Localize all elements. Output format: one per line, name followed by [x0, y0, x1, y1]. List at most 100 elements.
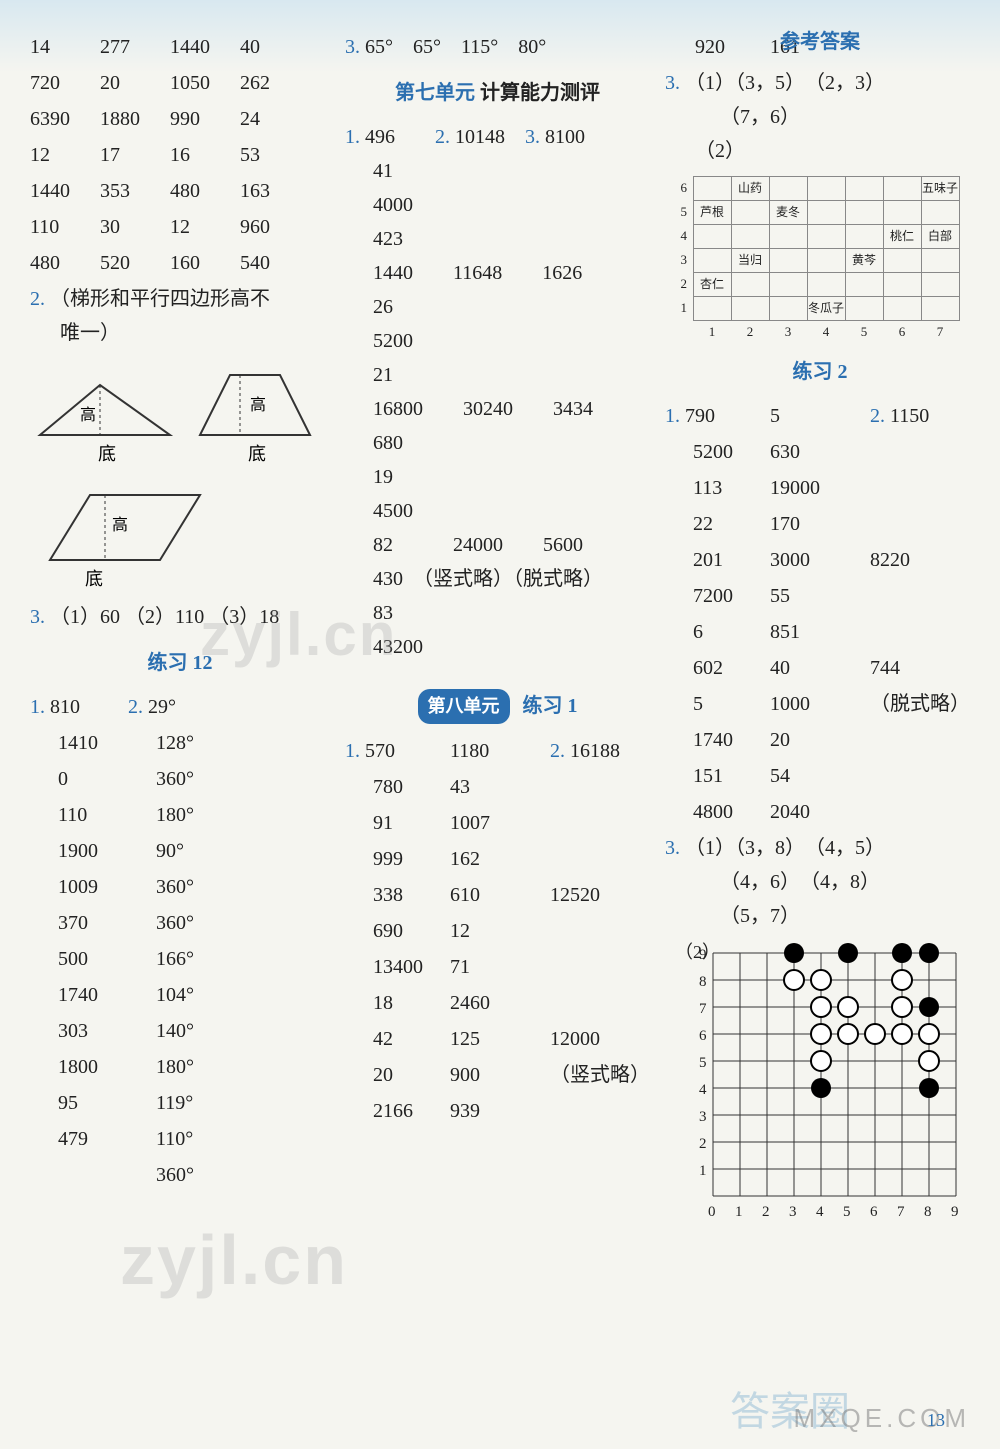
- cell: [870, 579, 970, 613]
- cell: 54: [770, 759, 870, 793]
- cell: 360°: [128, 906, 218, 940]
- cell: 990: [170, 102, 240, 136]
- herb-cell: [921, 273, 959, 297]
- herb-cell: 麦冬: [769, 201, 807, 225]
- cell: 170: [770, 507, 870, 541]
- cell: （竖式略）: [550, 1058, 650, 1092]
- lx12-row: 479110°: [30, 1122, 330, 1156]
- q3b-l3: （5，7）: [665, 899, 975, 933]
- q2-line2: 唯一）: [30, 316, 330, 350]
- cell: 125: [450, 1022, 550, 1056]
- herb-cell: [693, 177, 731, 201]
- cell: 42: [345, 1022, 450, 1056]
- herb-cell: [769, 273, 807, 297]
- column-2: 3. 65° 65° 115° 80° 第七单元 计算能力测评 1. 496 2…: [345, 30, 650, 1239]
- svg-text:高: 高: [112, 516, 128, 534]
- cell: 602: [665, 651, 770, 685]
- grid-row: 12171653: [30, 138, 330, 172]
- q3-coords-l1: 3. （1）（3，5） （2，3）: [665, 66, 975, 100]
- lx2-row: 1. 79052. 1150: [665, 399, 975, 433]
- herb-cell: [883, 201, 921, 225]
- cell: 6: [665, 615, 770, 649]
- svg-text:2: 2: [762, 1204, 770, 1220]
- herb-cell: [807, 249, 845, 273]
- cell: [550, 842, 650, 876]
- lx12-row: 303140°: [30, 1014, 330, 1048]
- cell: 55: [770, 579, 870, 613]
- u7-line: 423: [345, 222, 650, 256]
- cell: 19000: [770, 471, 870, 505]
- unit8-rows: 1. 57011802. 161887804391100799916233861…: [345, 734, 650, 1128]
- cell: 370: [30, 906, 120, 940]
- herb-cell: [731, 201, 769, 225]
- herb-cell: 桃仁: [883, 225, 921, 249]
- svg-text:5: 5: [699, 1055, 707, 1071]
- u7-line: 1440 11648 1626: [345, 256, 650, 290]
- cell: 71: [450, 950, 550, 984]
- lx12-row: 370360°: [30, 906, 330, 940]
- herb-cell: [845, 273, 883, 297]
- lx2-row: 20130008220: [665, 543, 975, 577]
- cell: 5: [770, 399, 870, 433]
- cell: [870, 795, 970, 829]
- svg-text:9: 9: [699, 947, 707, 963]
- u7-line: 430 （竖式略）（脱式略）: [345, 562, 650, 596]
- cell: 166°: [128, 942, 218, 976]
- u7-line: 4500: [345, 494, 650, 528]
- herb-cell: [807, 225, 845, 249]
- cell: [550, 1094, 650, 1128]
- cell: 201: [665, 543, 770, 577]
- cell: 1900: [30, 834, 120, 868]
- cell: 180°: [128, 1050, 218, 1084]
- herb-cell: [731, 225, 769, 249]
- u7-line: 5200: [345, 324, 650, 358]
- grid-row: 14277144040: [30, 30, 330, 64]
- cell: 630: [770, 435, 870, 469]
- cell: 1440: [170, 30, 240, 64]
- cell: 12: [170, 210, 240, 244]
- cell: 500: [30, 942, 120, 976]
- cell: 5200: [665, 435, 770, 469]
- cell: [870, 759, 970, 793]
- cell: 2460: [450, 986, 550, 1020]
- cell: 5: [665, 687, 770, 721]
- u7-line: 21: [345, 358, 650, 392]
- page-number: 13: [927, 1410, 945, 1431]
- q3b-l1: 3. （1）（3，8） （4，5）: [665, 831, 975, 865]
- column-3: 920 161 3. （1）（3，5） （2，3） （7，6） （2） 6山药五…: [665, 30, 975, 1239]
- cell: 110: [30, 210, 100, 244]
- cell: 140°: [128, 1014, 218, 1048]
- svg-text:1: 1: [699, 1163, 707, 1179]
- cell: 16: [170, 138, 240, 172]
- u7-line: 680: [345, 426, 650, 460]
- lx2-row: 48002040: [665, 795, 975, 829]
- lx2-row: 60240744: [665, 651, 975, 685]
- go-board-wrap: （2）9876543210123456789: [675, 938, 975, 1239]
- cell: 2166: [345, 1094, 450, 1128]
- cell: 780: [345, 770, 450, 804]
- lx12-rows: 1. 8102. 29°1410128°0360°110180°190090°1…: [30, 690, 330, 1192]
- herb-cell: [883, 249, 921, 273]
- page-content: 1427714404072020105026263901880990241217…: [0, 0, 1000, 1259]
- cell: 277: [100, 30, 170, 64]
- cell: [550, 806, 650, 840]
- cell: 20: [100, 66, 170, 100]
- go-board: （2）9876543210123456789: [675, 938, 975, 1228]
- cell: 2. 1150: [870, 399, 970, 433]
- u7-line: 1. 496 2. 10148 3. 8100: [345, 120, 650, 154]
- herb-cell: [883, 177, 921, 201]
- cell: [870, 615, 970, 649]
- cell: 540: [240, 246, 310, 280]
- cell: 1740: [665, 723, 770, 757]
- herb-cell: [921, 201, 959, 225]
- svg-text:底: 底: [248, 444, 266, 464]
- svg-text:9: 9: [951, 1204, 959, 1220]
- cell: 151: [665, 759, 770, 793]
- cell: 720: [30, 66, 100, 100]
- cell: 1. 790: [665, 399, 770, 433]
- u7-line: 4000: [345, 188, 650, 222]
- svg-text:5: 5: [843, 1204, 851, 1220]
- cell: 6390: [30, 102, 100, 136]
- herb-cell: [807, 177, 845, 201]
- svg-text:8: 8: [924, 1204, 932, 1220]
